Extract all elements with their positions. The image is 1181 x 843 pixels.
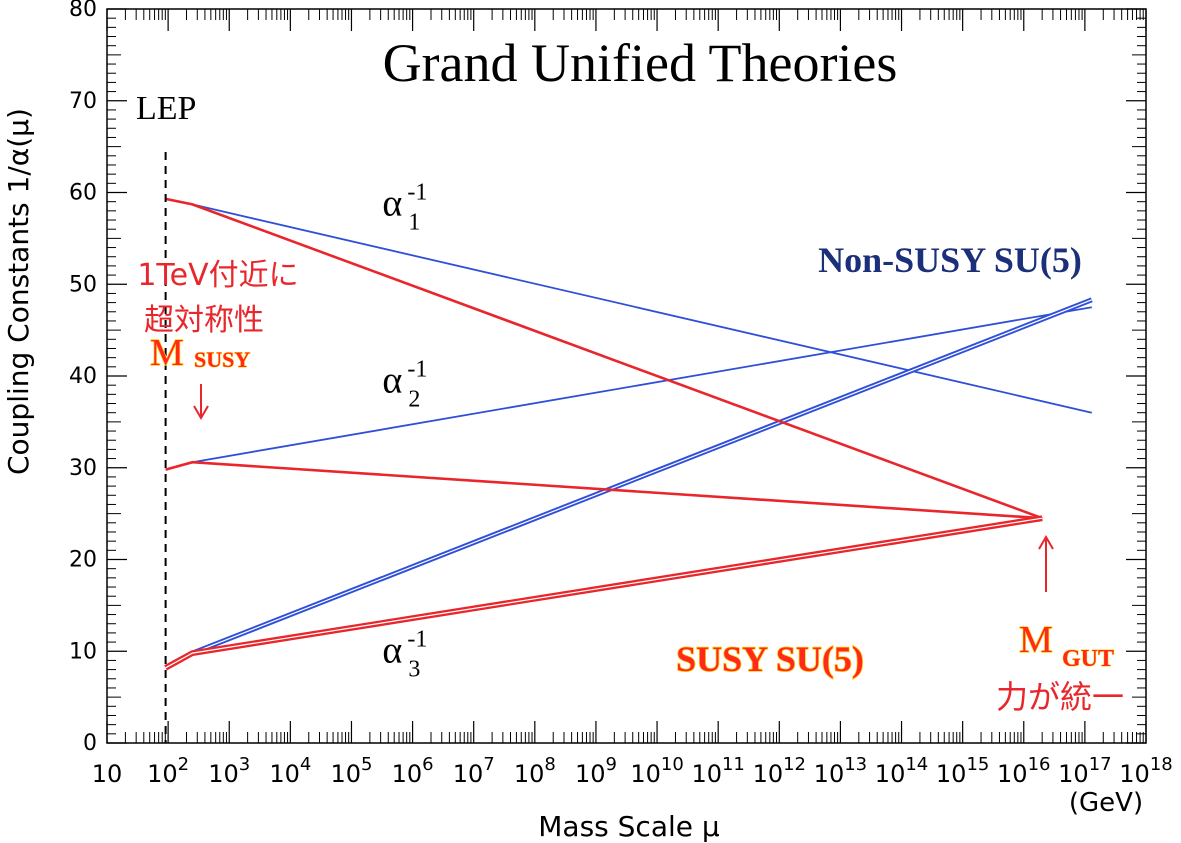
alpha-1-label: α -1 1 xyxy=(382,179,427,235)
x-tick-label: 106 xyxy=(392,754,434,788)
alpha-symbol: α xyxy=(382,360,402,402)
alpha-subscript: 3 xyxy=(408,656,420,682)
susy-curve-2 xyxy=(165,460,1043,520)
arrow-head xyxy=(193,405,209,420)
x-axis-unit: (GeV) xyxy=(1069,788,1143,818)
alpha-subscript: 2 xyxy=(408,387,420,413)
m-susy-line2: 超対称性 xyxy=(144,303,264,338)
m-susy-line1: 1TeV付近に xyxy=(137,258,298,293)
y-tick-label: 30 xyxy=(69,456,97,481)
m-susy-subscript: SUSY xyxy=(194,347,250,372)
susy-curve-1 xyxy=(165,197,1043,520)
alpha-3-label: α -1 3 xyxy=(382,626,427,682)
arrow-head xyxy=(1038,535,1054,550)
susy-curve-3-inner xyxy=(165,517,1043,669)
alpha-superscript: -1 xyxy=(407,626,427,652)
x-tick-label: 108 xyxy=(514,754,556,788)
x-tick-label: 1014 xyxy=(875,754,928,788)
m-gut-arrow-icon xyxy=(1038,535,1054,592)
chart-title: Grand Unified Theories xyxy=(383,33,898,93)
susy-curve-3-outer xyxy=(164,515,1043,671)
y-tick-label: 70 xyxy=(69,89,97,114)
x-tick-label: 1010 xyxy=(630,754,683,788)
x-tick-label: 107 xyxy=(453,754,495,788)
x-tick-label: 10 xyxy=(92,760,123,788)
alpha-subscript: 1 xyxy=(408,209,420,235)
m-gut-symbol: M xyxy=(1019,619,1053,661)
x-tick-label: 105 xyxy=(330,754,372,788)
non-susy-label: Non-SUSY SU(5) xyxy=(818,240,1082,280)
series-lines xyxy=(164,197,1093,671)
x-tick-label: 104 xyxy=(269,754,311,788)
m-susy-annotation: 1TeV付近に 超対称性 M SUSY xyxy=(137,258,299,420)
lep-label: LEP xyxy=(136,90,196,127)
x-tick-label: 1015 xyxy=(936,754,989,788)
x-tick-label: 103 xyxy=(208,754,250,788)
alpha-superscript: -1 xyxy=(407,357,427,383)
curve-labels: α -11α -12α -13 xyxy=(382,179,427,682)
y-tick-label: 80 xyxy=(69,0,97,22)
m-gut-annotation: M GUT 力が統一 xyxy=(996,535,1124,716)
non-susy-annotation: Non-SUSY SU(5) xyxy=(818,240,1082,280)
alpha-symbol: α xyxy=(382,182,402,224)
y-tick-label: 20 xyxy=(69,548,97,573)
x-tick-label: 1017 xyxy=(1058,754,1111,788)
x-tick-label: 1011 xyxy=(691,754,744,788)
plot-frame xyxy=(106,8,1147,744)
y-tick-label: 10 xyxy=(69,639,97,664)
y-tick-label: 60 xyxy=(69,181,97,206)
x-tick-label: 1018 xyxy=(1119,754,1172,788)
m-susy-symbol: M xyxy=(150,332,184,374)
y-tick-label: 40 xyxy=(69,364,97,389)
x-tick-label: 1013 xyxy=(814,754,867,788)
axis-ticks xyxy=(106,8,1147,744)
y-tick-label: 50 xyxy=(69,272,97,297)
x-tick-label: 109 xyxy=(575,754,617,788)
non-susy-curve-2 xyxy=(165,306,1092,471)
susy-annotation: SUSY SU(5) xyxy=(675,638,864,680)
alpha-superscript: -1 xyxy=(407,179,427,205)
y-tick-label: 0 xyxy=(83,731,97,756)
non-susy-curve-1 xyxy=(165,198,1093,414)
m-gut-caption: 力が統一 xyxy=(996,678,1124,716)
x-tick-label: 1016 xyxy=(997,754,1050,788)
x-axis-label: Mass Scale μ xyxy=(538,810,720,843)
x-tick-label: 1012 xyxy=(753,754,806,788)
m-gut-subscript: GUT xyxy=(1062,646,1114,672)
m-susy-arrow-icon xyxy=(193,384,209,420)
x-tick-label: 102 xyxy=(147,754,189,788)
susy-label: SUSY SU(5) xyxy=(676,639,864,679)
alpha-2-label: α -1 2 xyxy=(382,357,427,413)
alpha-symbol: α xyxy=(382,629,402,671)
y-axis-label: Coupling Constants 1/α(μ) xyxy=(2,108,35,475)
